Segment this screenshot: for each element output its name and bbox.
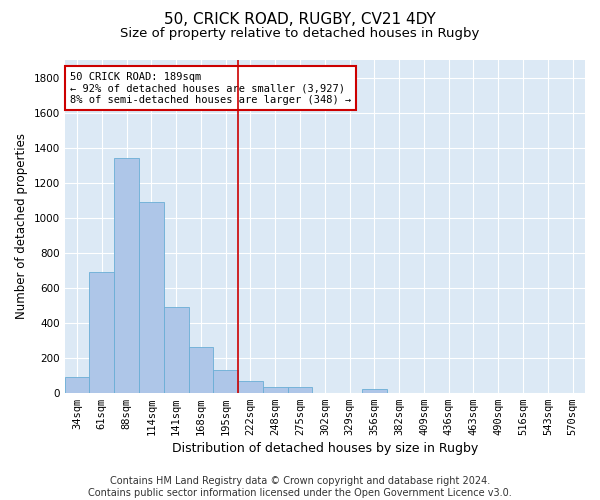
Bar bbox=[139, 202, 164, 392]
Bar bbox=[362, 389, 387, 392]
Bar bbox=[214, 370, 238, 392]
Text: 50 CRICK ROAD: 189sqm
← 92% of detached houses are smaller (3,927)
8% of semi-de: 50 CRICK ROAD: 189sqm ← 92% of detached … bbox=[70, 72, 351, 105]
Bar bbox=[287, 388, 313, 392]
Text: 50, CRICK ROAD, RUGBY, CV21 4DY: 50, CRICK ROAD, RUGBY, CV21 4DY bbox=[164, 12, 436, 28]
Text: Size of property relative to detached houses in Rugby: Size of property relative to detached ho… bbox=[121, 28, 479, 40]
Bar bbox=[164, 307, 188, 392]
Bar bbox=[188, 347, 214, 393]
Bar bbox=[65, 377, 89, 392]
Bar bbox=[114, 158, 139, 392]
Bar bbox=[238, 382, 263, 392]
Bar bbox=[263, 388, 287, 392]
Y-axis label: Number of detached properties: Number of detached properties bbox=[15, 134, 28, 320]
Bar bbox=[89, 272, 114, 392]
X-axis label: Distribution of detached houses by size in Rugby: Distribution of detached houses by size … bbox=[172, 442, 478, 455]
Text: Contains HM Land Registry data © Crown copyright and database right 2024.
Contai: Contains HM Land Registry data © Crown c… bbox=[88, 476, 512, 498]
